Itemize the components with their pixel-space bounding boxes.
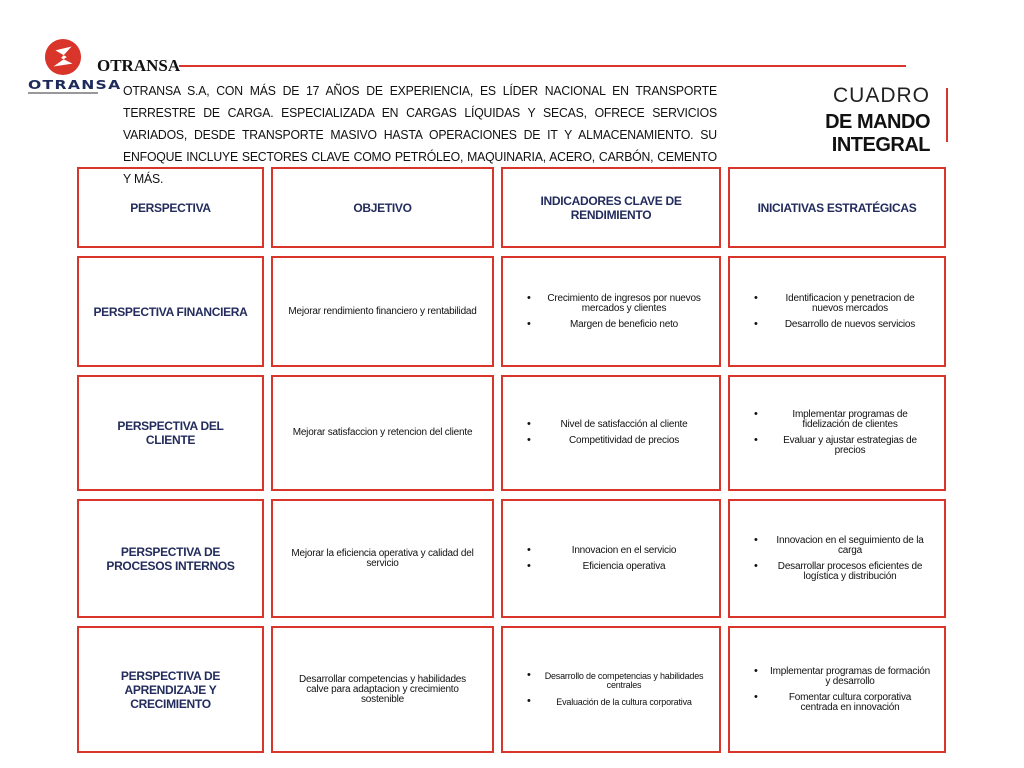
- initiatives-cell: Implementar programas de formación y des…: [728, 626, 946, 753]
- objective-text: Mejorar la eficiencia operativa y calida…: [291, 547, 474, 569]
- header-initiatives-cell: INICIATIVAS ESTRATÉGICAS: [728, 167, 946, 248]
- perspective-label: PERSPECTIVA DE PROCESOS INTERNOS: [106, 544, 235, 573]
- header-kpis-cell: INDICADORES CLAVE DE RENDIMIENTO: [501, 167, 721, 248]
- list-item: Margen de beneficio neto: [517, 319, 705, 330]
- list-item: Fomentar cultura corporativa centrada en…: [744, 692, 930, 713]
- divider-line: [179, 65, 906, 67]
- initiatives-cell: Innovacion en el seguimiento de la carga…: [728, 499, 946, 618]
- kpis-cell: Crecimiento de ingresos por nuevos merca…: [501, 256, 721, 367]
- company-description: OTRANSA S.A, con más de 17 años de exper…: [123, 84, 717, 186]
- header-perspective-cell: PERSPECTIVA: [77, 167, 264, 248]
- list-item: Crecimiento de ingresos por nuevos merca…: [517, 293, 705, 314]
- logo-wordmark: OTRANSA: [28, 78, 122, 92]
- list-item: Evaluación de la cultura corporativa: [517, 697, 705, 707]
- initiatives-cell: Implementar programas de fidelización de…: [728, 375, 946, 491]
- list-item: Eficiencia operativa: [517, 561, 705, 572]
- kpis-list: Innovacion en el servicio Eficiencia oper…: [517, 540, 705, 578]
- kpis-cell: Innovacion en el servicio Eficiencia oper…: [501, 499, 721, 618]
- header-initiatives: INICIATIVAS ESTRATÉGICAS: [757, 200, 917, 215]
- header-objective: OBJETIVO: [353, 200, 412, 215]
- header-perspective: PERSPECTIVA: [130, 200, 211, 215]
- kpis-list: Crecimiento de ingresos por nuevos merca…: [517, 288, 705, 336]
- objective-cell: Mejorar satisfaccion y retencion del cli…: [271, 375, 494, 491]
- perspective-cell: PERSPECTIVA DEL CLIENTE: [77, 375, 264, 491]
- initiatives-list: Implementar programas de formación y des…: [744, 661, 930, 719]
- list-item: Innovacion en el servicio: [517, 545, 705, 556]
- list-item: Implementar programas de formación y des…: [744, 666, 930, 687]
- perspective-cell: PERSPECTIVA FINANCIERA: [77, 256, 264, 367]
- brand-name: OTRANSA: [97, 56, 181, 75]
- initiatives-cell: Identificacion y penetracion de nuevos m…: [728, 256, 946, 367]
- header-kpis: INDICADORES CLAVE DE RENDIMIENTO: [540, 193, 682, 222]
- list-item: Innovacion en el seguimiento de la carga: [744, 535, 930, 556]
- objective-cell: Mejorar rendimiento financiero y rentabi…: [271, 256, 494, 367]
- objective-text: Mejorar satisfaccion y retencion del cli…: [292, 427, 473, 438]
- list-item: Desarrollar procesos eficientes de logís…: [744, 561, 930, 582]
- title-line-1: CUADRO: [832, 84, 930, 107]
- list-item: Identificacion y penetracion de nuevos m…: [744, 293, 930, 314]
- initiatives-list: Innovacion en el seguimiento de la carga…: [744, 530, 930, 588]
- objective-cell: Mejorar la eficiencia operativa y calida…: [271, 499, 494, 618]
- list-item: Desarrollo de competencias y habilidades…: [517, 671, 705, 690]
- list-item: Desarrollo de nuevos servicios: [744, 319, 930, 330]
- perspective-label: PERSPECTIVA DEL CLIENTE: [117, 419, 224, 447]
- objective-text: Mejorar rendimiento financiero y rentabi…: [288, 305, 477, 317]
- header-objective-cell: OBJETIVO: [271, 167, 494, 248]
- perspective-label: PERSPECTIVA DE APRENDIZAJE Y CRECIMIENTO: [120, 668, 221, 711]
- kpis-cell: Desarrollo de competencias y habilidades…: [501, 626, 721, 753]
- list-item: Nivel de satisfacción al cliente: [517, 419, 705, 430]
- kpis-cell: Nivel de satisfacción al cliente Competit…: [501, 375, 721, 491]
- logo-tagline-line: [28, 92, 98, 94]
- perspective-cell: PERSPECTIVA DE PROCESOS INTERNOS: [77, 499, 264, 618]
- perspective-label: PERSPECTIVA FINANCIERA: [93, 304, 248, 319]
- objective-text: Desarrollar competencias y habilidades c…: [299, 673, 466, 705]
- perspective-cell: PERSPECTIVA DE APRENDIZAJE Y CRECIMIENTO: [77, 626, 264, 753]
- list-item: Evaluar y ajustar estrategias de precios: [744, 435, 930, 456]
- kpis-list: Desarrollo de competencias y habilidades…: [517, 664, 705, 715]
- list-item: Implementar programas de fidelización de…: [744, 409, 930, 430]
- objective-cell: Desarrollar competencias y habilidades c…: [271, 626, 494, 753]
- title-accent-bar: [946, 88, 948, 142]
- initiatives-list: Identificacion y penetracion de nuevos m…: [744, 288, 930, 336]
- otransa-logo-icon: [44, 38, 82, 76]
- title-line-2: DE MANDO INTEGRAL: [825, 111, 930, 156]
- kpis-list: Nivel de satisfacción al cliente Competit…: [517, 414, 705, 452]
- initiatives-list: Implementar programas de fidelización de…: [744, 404, 930, 462]
- list-item: Competitividad de precios: [517, 435, 705, 446]
